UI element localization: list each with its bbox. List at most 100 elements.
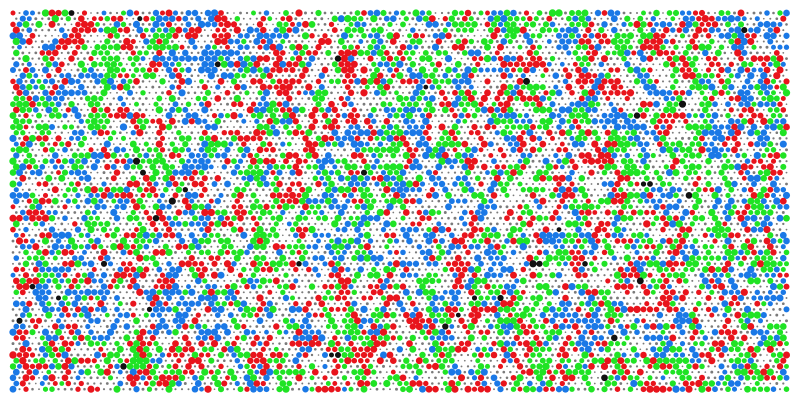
- dot: [767, 84, 774, 90]
- dot: [643, 141, 650, 147]
- dot: [148, 11, 151, 15]
- dot: [692, 215, 699, 222]
- dot: [366, 108, 369, 112]
- dot: [455, 140, 462, 148]
- dot: [308, 123, 316, 131]
- dot: [386, 146, 394, 154]
- dot: [360, 89, 368, 97]
- dot: [698, 78, 706, 85]
- dot: [331, 220, 339, 228]
- dot: [358, 198, 364, 204]
- dot: [362, 57, 366, 60]
- dot: [267, 209, 273, 216]
- dot: [486, 114, 489, 117]
- dot: [422, 151, 430, 160]
- dot: [646, 192, 654, 199]
- dot: [442, 186, 449, 193]
- dot: [440, 217, 444, 220]
- dot: [367, 124, 374, 130]
- dot: [424, 165, 428, 169]
- dot: [653, 203, 660, 211]
- dot: [571, 220, 579, 228]
- dot: [198, 203, 205, 210]
- dot: [499, 126, 502, 128]
- dot: [57, 125, 60, 129]
- dot: [501, 244, 507, 250]
- dot: [613, 214, 622, 222]
- dot: [708, 208, 716, 217]
- dot: [440, 11, 444, 15]
- dot: [757, 158, 764, 164]
- dot: [591, 106, 598, 113]
- dot: [60, 188, 63, 191]
- dot: [24, 205, 28, 209]
- dot: [370, 164, 377, 170]
- dot: [19, 243, 26, 250]
- dot: [356, 103, 359, 106]
- dot: [737, 9, 745, 17]
- dot: [445, 66, 452, 74]
- dot: [200, 125, 203, 129]
- dot: [635, 91, 639, 94]
- dot: [257, 203, 263, 210]
- dot: [362, 125, 366, 129]
- dot: [398, 17, 401, 20]
- dot: [451, 21, 459, 28]
- dot: [59, 164, 65, 170]
- dot: [59, 73, 65, 79]
- dot: [399, 135, 407, 142]
- dot: [757, 169, 764, 176]
- dot: [296, 21, 302, 28]
- dot: [86, 85, 90, 89]
- dot: [115, 182, 119, 186]
- dot: [19, 118, 26, 125]
- dot: [16, 181, 23, 187]
- dot: [587, 165, 590, 169]
- dot: [270, 67, 276, 73]
- dot: [494, 130, 500, 136]
- dot: [349, 159, 353, 163]
- dot: [354, 135, 361, 142]
- dot: [162, 221, 169, 227]
- dot: [406, 78, 413, 85]
- dot: [292, 152, 299, 159]
- dot: [139, 123, 147, 131]
- dot: [419, 89, 426, 96]
- dot: [286, 164, 292, 170]
- dot: [416, 95, 423, 102]
- dot: [748, 27, 754, 33]
- dot: [246, 80, 248, 83]
- dot: [241, 186, 247, 193]
- dot: [424, 177, 427, 180]
- dot: [460, 171, 463, 174]
- dot: [504, 33, 510, 39]
- dot: [265, 194, 268, 197]
- dot: [321, 89, 329, 97]
- dot: [192, 215, 198, 222]
- dot: [292, 197, 300, 205]
- dot: [70, 194, 73, 197]
- dot: [488, 38, 494, 45]
- dot: [460, 205, 463, 209]
- dot: [653, 43, 660, 51]
- dot: [175, 26, 183, 34]
- dot: [487, 27, 494, 33]
- dot: [190, 51, 193, 55]
- dot: [47, 188, 51, 192]
- dot: [534, 40, 538, 43]
- dot: [455, 118, 461, 124]
- dot: [23, 10, 29, 16]
- dot: [289, 43, 296, 51]
- dot: [669, 61, 676, 68]
- dot: [135, 193, 138, 197]
- dot: [320, 29, 323, 32]
- dot: [236, 154, 239, 157]
- dot: [141, 11, 145, 15]
- dot: [480, 34, 482, 37]
- dot: [104, 118, 111, 125]
- dot: [559, 198, 566, 204]
- dot: [210, 123, 219, 131]
- dot: [324, 37, 332, 46]
- dot: [590, 125, 593, 129]
- dot: [138, 74, 142, 77]
